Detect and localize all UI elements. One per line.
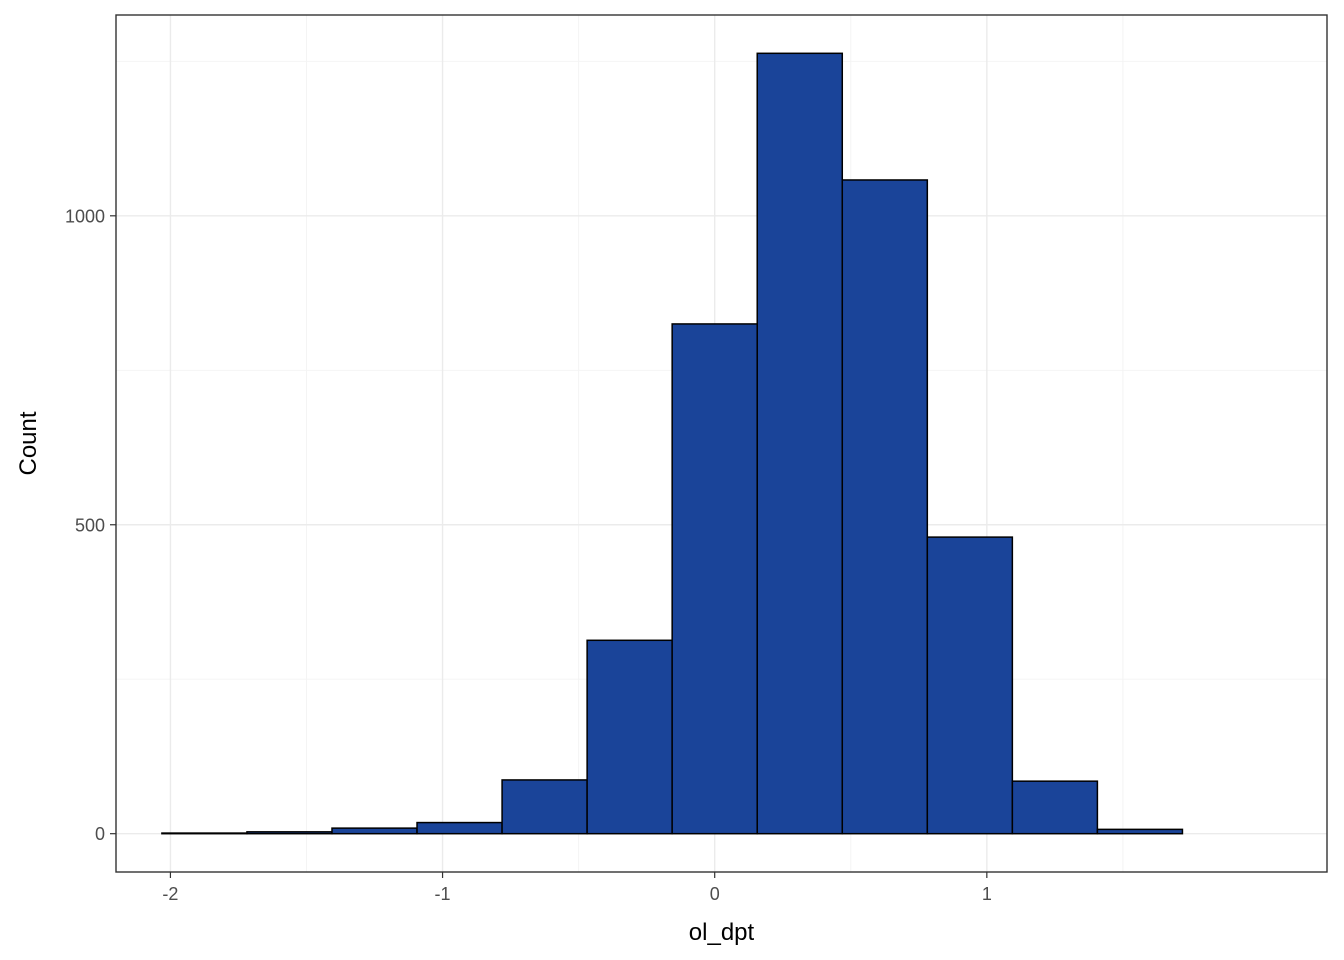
y-tick-label: 0 <box>95 824 105 844</box>
histogram-bar-8 <box>756 52 844 835</box>
y-axis-title: Count <box>15 411 42 475</box>
histogram-bar-9 <box>841 179 929 835</box>
y-axis: 0 500 1000 <box>65 206 116 844</box>
panel-border <box>115 14 1328 873</box>
histogram-bar-11 <box>1011 780 1099 835</box>
y-tick-label: 1000 <box>65 206 105 226</box>
x-tick-label: 1 <box>982 884 992 904</box>
histogram-bar-12 <box>1096 828 1184 835</box>
x-tick-label: -1 <box>435 884 451 904</box>
histogram-bar-2 <box>246 831 333 835</box>
histogram-bar-1 <box>161 832 248 835</box>
histogram-bar-6 <box>586 639 673 835</box>
x-tick-label: -2 <box>162 884 178 904</box>
histogram-bar-7 <box>671 323 758 835</box>
histogram-bar-10 <box>926 536 1014 835</box>
histogram-bar-4 <box>416 821 503 835</box>
y-tick-label: 500 <box>75 515 105 535</box>
histogram-bar-5 <box>501 779 588 835</box>
x-axis: -2 -1 0 1 <box>162 872 992 904</box>
histogram-bars <box>161 52 1184 835</box>
histogram-bar-3 <box>331 827 418 835</box>
x-tick-label: 0 <box>710 884 720 904</box>
x-axis-title: ol_dpt <box>689 919 755 946</box>
